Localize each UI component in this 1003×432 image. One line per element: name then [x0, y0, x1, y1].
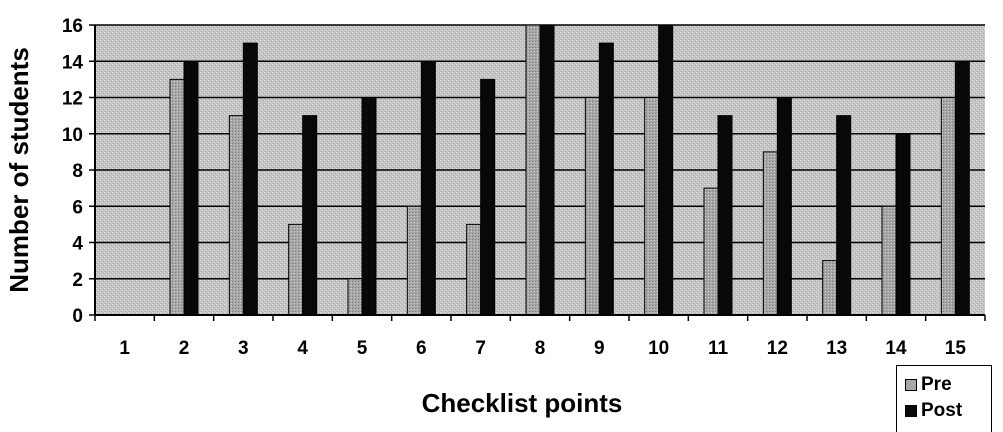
bar-post: [480, 78, 496, 316]
y-tick-label: 14: [62, 52, 84, 73]
x-tick-label: 11: [708, 338, 729, 359]
legend-label-post: Post: [921, 400, 963, 421]
bar-post: [658, 24, 674, 316]
bar-pre: [822, 260, 838, 316]
bar-post: [420, 60, 436, 316]
x-tick-labels: 1 2 3 4 5 6 7 8 9 10 11 12 13 14 15: [119, 338, 966, 359]
bar-pre: [228, 115, 244, 316]
x-axis-title: Checklist points: [422, 388, 623, 418]
bar-pre: [347, 278, 363, 316]
y-tick-labels: 0 2 4 6 8 10 12 14 16: [62, 16, 84, 327]
bar-post: [836, 115, 852, 316]
x-tick-label: 8: [535, 338, 546, 359]
bar-pre: [644, 97, 660, 316]
x-tick-label: 12: [767, 338, 788, 359]
bar-pre: [881, 205, 897, 316]
axes: [89, 24, 986, 321]
x-tick-label: 13: [826, 338, 847, 359]
x-tick-label: 5: [357, 338, 368, 359]
bar-post: [302, 115, 318, 316]
y-tick-label: 16: [62, 16, 83, 37]
y-tick-label: 12: [62, 89, 83, 110]
bar-pre: [288, 223, 304, 316]
bar-post: [717, 115, 733, 316]
y-tick-label: 8: [72, 161, 83, 182]
y-tick-label: 6: [72, 197, 83, 218]
x-tick-label: 3: [238, 338, 249, 359]
bar-pre: [466, 223, 482, 316]
x-tick-label: 6: [416, 338, 427, 359]
bar-pre: [940, 97, 956, 316]
legend-label-pre: Pre: [921, 374, 952, 395]
bar-post: [954, 60, 970, 316]
legend-item-post: Post: [905, 400, 962, 422]
bar-pre: [525, 24, 541, 316]
x-tick-label: 4: [297, 338, 308, 359]
legend-swatch-post: [905, 405, 917, 417]
bar-pre: [169, 78, 185, 316]
legend: Pre Post: [896, 365, 992, 432]
bar-pre: [584, 97, 600, 316]
bar-pre: [406, 205, 422, 316]
bar-pre: [703, 187, 719, 316]
x-tick-label: 9: [594, 338, 605, 359]
bar-post: [895, 133, 911, 316]
x-tick-label: 1: [119, 338, 130, 359]
bar-post: [361, 97, 377, 316]
y-tick-label: 2: [72, 270, 83, 291]
x-tick-label: 14: [885, 338, 907, 359]
bar-pre: [762, 151, 778, 316]
bar-post: [242, 42, 258, 316]
x-tick-label: 10: [648, 338, 669, 359]
bar-post: [183, 60, 199, 316]
legend-swatch-pre: [905, 379, 917, 391]
x-tick-label: 15: [945, 338, 967, 359]
bar-post: [598, 42, 614, 316]
bar-post: [776, 97, 792, 316]
bar-post: [539, 24, 555, 316]
y-tick-label: 0: [72, 306, 83, 327]
y-tick-label: 10: [62, 125, 83, 146]
y-tick-label: 4: [72, 234, 83, 255]
legend-item-pre: Pre: [905, 374, 952, 396]
x-tick-label: 2: [179, 338, 190, 359]
x-tick-label: 7: [475, 338, 486, 359]
y-axis-title: Number of students: [4, 47, 34, 293]
